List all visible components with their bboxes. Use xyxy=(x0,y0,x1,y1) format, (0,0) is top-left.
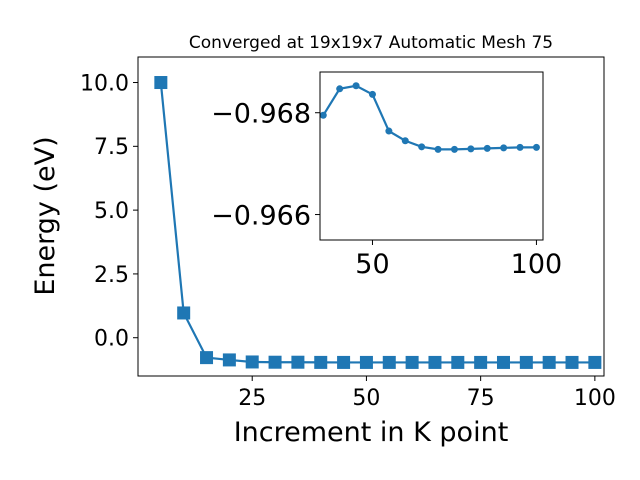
main-data-point xyxy=(222,353,236,367)
main-x-tick-label: 50 xyxy=(352,386,380,411)
inset-x-tick-label: 100 xyxy=(511,249,563,280)
inset-data-point xyxy=(385,127,393,135)
main-plot-frame xyxy=(137,56,605,377)
main-y-tick-label: 7.5 xyxy=(94,135,129,160)
inset-data-point xyxy=(418,143,426,151)
main-data-point xyxy=(565,355,579,369)
main-data-point xyxy=(474,355,488,369)
inset-data-point xyxy=(516,143,524,151)
chart-title: Converged at 19x19x7 Automatic Mesh 75 xyxy=(189,33,553,53)
main-data-point xyxy=(382,355,396,369)
main-y-tick-label: 2.5 xyxy=(94,263,129,288)
inset-x-ticks: 50 100 xyxy=(355,240,562,280)
main-y-tick-label: 10.0 xyxy=(80,71,129,96)
main-y-tick-label: 0.0 xyxy=(94,327,129,352)
inset-series xyxy=(319,82,540,153)
x-axis-label: Increment in K point xyxy=(234,417,509,448)
main-y-tick-label: 5.0 xyxy=(94,199,129,224)
inset-data-point xyxy=(368,90,376,98)
main-x-tick-label: 100 xyxy=(574,386,616,411)
main-data-point xyxy=(519,355,533,369)
inset-y-ticks: −0.968 −0.966 xyxy=(211,98,320,231)
inset-data-point xyxy=(401,137,409,145)
main-x-tick-label: 25 xyxy=(238,386,266,411)
main-data-point xyxy=(154,76,168,90)
main-data-point xyxy=(291,355,305,369)
inset-data-point xyxy=(483,144,491,152)
main-data-point xyxy=(337,355,351,369)
inset-data-point xyxy=(532,143,540,151)
main-data-point xyxy=(428,355,442,369)
main-data-point xyxy=(268,355,282,369)
main-data-point xyxy=(542,355,556,369)
main-data-point xyxy=(314,355,328,369)
main-data-point xyxy=(496,355,510,369)
inset-data-point xyxy=(450,145,458,153)
y-axis-label: Energy (eV) xyxy=(30,136,61,295)
inset-data-point xyxy=(434,145,442,153)
inset-x-tick-label: 50 xyxy=(355,249,389,280)
main-x-tick-label: 75 xyxy=(467,386,495,411)
inset-data-point xyxy=(319,111,327,119)
inset-background xyxy=(320,72,543,240)
inset-data-point xyxy=(336,85,344,93)
main-data-point xyxy=(588,355,602,369)
main-y-ticks: 10.0 7.5 5.0 2.5 0.0 xyxy=(80,71,138,352)
inset-data-point xyxy=(500,144,508,152)
inset-data-point xyxy=(352,82,360,90)
inset-plot-frame xyxy=(319,71,544,241)
main-data-point xyxy=(245,355,259,369)
inset-data-point xyxy=(467,145,475,153)
main-data-point xyxy=(451,355,465,369)
main-data-point xyxy=(405,355,419,369)
main-data-point xyxy=(359,355,373,369)
main-x-ticks: 25 50 75 100 xyxy=(238,376,616,411)
main-data-point xyxy=(200,351,214,365)
inset-y-tick-label: −0.968 xyxy=(211,98,311,129)
inset-y-tick-label: −0.966 xyxy=(211,200,311,231)
main-series xyxy=(154,76,602,369)
main-data-point xyxy=(177,306,191,320)
